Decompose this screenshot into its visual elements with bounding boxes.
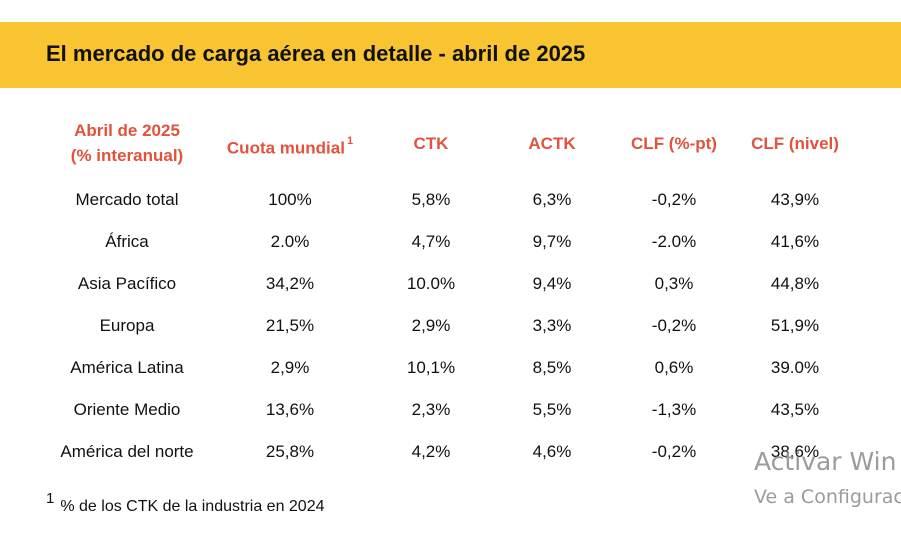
- header-region-line1: Abril de 2025: [74, 121, 180, 140]
- header-ctk-label: CTK: [413, 134, 449, 153]
- clf-level-cell: 51,9%: [770, 316, 820, 335]
- region-cell: América Latina: [70, 358, 184, 377]
- clf-level-cell: 44,8%: [770, 274, 820, 293]
- share-cell: 25,8%: [265, 442, 315, 461]
- clf-pt-cell: -2.0%: [651, 232, 697, 251]
- region-cell: África: [105, 232, 149, 251]
- header-region: Abril de 2025 (% interanual): [56, 118, 198, 168]
- header-clf-level: CLF (nivel): [735, 131, 855, 156]
- ctk-cell: 10.0%: [406, 274, 456, 293]
- header-clf-level-label: CLF (nivel): [751, 134, 839, 153]
- activation-watermark-line1: Activar Win: [754, 447, 897, 476]
- header-ctk: CTK: [381, 131, 481, 156]
- footnote: 1 % de los CTK de la industria en 2024: [46, 490, 325, 516]
- clf-level-cell: 38,6%: [770, 442, 820, 461]
- activation-watermark-line2: Ve a Configurac: [754, 486, 901, 508]
- header-clf-pt-label: CLF (%-pt): [631, 134, 717, 153]
- clf-pt-cell: -1,3%: [651, 400, 697, 419]
- clf-pt-cell: 0,6%: [654, 358, 694, 377]
- ctk-cell: 2,9%: [411, 316, 451, 335]
- ctk-cell: 4,7%: [411, 232, 451, 251]
- region-cell: Oriente Medio: [73, 400, 181, 419]
- share-cell: 2,9%: [270, 358, 310, 377]
- header-share: Cuota mundial 1: [210, 132, 370, 161]
- footnote-text: % de los CTK de la industria en 2024: [60, 498, 325, 515]
- clf-level-cell: 43,5%: [770, 400, 820, 419]
- actk-cell: 9,7%: [532, 232, 572, 251]
- header-actk: ACTK: [502, 131, 602, 156]
- share-cell: 13,6%: [265, 400, 315, 419]
- actk-cell: 8,5%: [532, 358, 572, 377]
- header-share-footnote-mark: 1: [346, 135, 354, 147]
- region-cell: Europa: [99, 316, 155, 335]
- clf-pt-cell: -0,2%: [651, 442, 697, 461]
- share-cell: 21,5%: [265, 316, 315, 335]
- region-cell: Mercado total: [75, 190, 179, 209]
- ctk-cell: 10,1%: [406, 358, 456, 377]
- clf-level-cell: 43,9%: [770, 190, 820, 209]
- actk-cell: 9,4%: [532, 274, 572, 293]
- header-clf-pt: CLF (%-pt): [614, 131, 734, 156]
- header-region-line2: (% interanual): [70, 146, 184, 165]
- actk-cell: 5,5%: [532, 400, 572, 419]
- ctk-cell: 5,8%: [411, 190, 451, 209]
- share-cell: 2.0%: [270, 232, 310, 251]
- clf-pt-cell: -0,2%: [651, 316, 697, 335]
- share-cell: 100%: [268, 190, 312, 209]
- page-title: El mercado de carga aérea en detalle - a…: [46, 41, 586, 66]
- share-cell: 34,2%: [265, 274, 315, 293]
- clf-pt-cell: -0,2%: [651, 190, 697, 209]
- header-actk-label: ACTK: [528, 134, 576, 153]
- region-cell: Asia Pacífico: [77, 274, 177, 293]
- region-cell: América del norte: [60, 442, 194, 461]
- header-share-label: Cuota mundial: [226, 138, 345, 158]
- ctk-cell: 4,2%: [411, 442, 451, 461]
- clf-pt-cell: 0,3%: [654, 274, 694, 293]
- ctk-cell: 2,3%: [411, 400, 451, 419]
- actk-cell: 3,3%: [532, 316, 572, 335]
- clf-level-cell: 41,6%: [770, 232, 820, 251]
- title-bar: [0, 22, 901, 88]
- actk-cell: 6,3%: [532, 190, 572, 209]
- clf-level-cell: 39.0%: [770, 358, 820, 377]
- footnote-number: 1: [46, 490, 55, 507]
- actk-cell: 4,6%: [532, 442, 572, 461]
